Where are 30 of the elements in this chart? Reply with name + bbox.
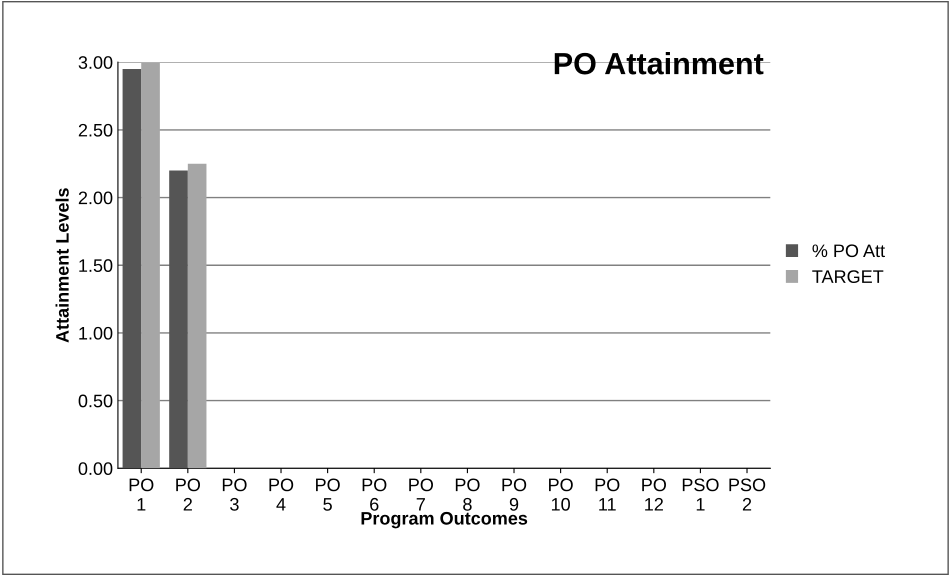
y-tick-label: 1.50 (79, 259, 112, 272)
x-tick-label: PSO 2 (729, 478, 766, 511)
x-tick-label: PO 5 (316, 478, 340, 511)
x-tick-label: PO 4 (269, 478, 294, 511)
x-tick-label: PO 9 (502, 478, 526, 511)
x-tick-label: PO 10 (549, 478, 573, 511)
x-tick-label: PO 3 (222, 478, 247, 511)
chart-title: PO Attainment (554, 52, 764, 74)
legend-label: % PO Att (812, 244, 885, 258)
y-axis-title: Attainment Levels (56, 188, 69, 343)
bar (141, 62, 160, 468)
y-tick-label: 0.50 (78, 394, 112, 408)
x-tick-label: PO 7 (409, 478, 433, 511)
x-tick-label: PSO 1 (682, 478, 719, 511)
y-tick-label: 3.00 (78, 56, 112, 69)
x-tick-label: PO 1 (130, 478, 154, 511)
legend-label: TARGET (812, 270, 884, 284)
y-tick-label: 1.00 (79, 326, 112, 340)
y-tick-label: 2.00 (78, 192, 112, 204)
x-tick-label: PO 6 (362, 478, 386, 511)
x-tick-label: PO 11 (596, 478, 620, 511)
x-tick-label: PO 12 (642, 478, 666, 511)
bar (122, 68, 142, 468)
x-tick-label: PO 2 (176, 478, 200, 511)
bar (169, 170, 188, 468)
x-axis-title: Program Outcomes (362, 512, 528, 528)
y-tick-label: 2.50 (78, 124, 112, 137)
y-tick-label: 0.00 (78, 462, 112, 476)
x-tick-label: PO 8 (456, 478, 480, 511)
bar (188, 164, 206, 468)
